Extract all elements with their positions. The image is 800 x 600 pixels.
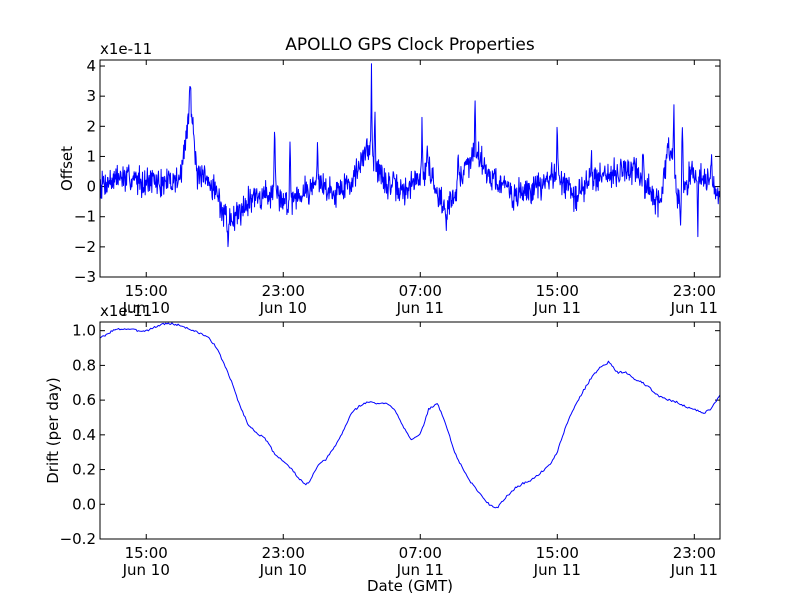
offset-series-line: [100, 63, 720, 248]
drift-series-line: [100, 322, 720, 509]
ytick-label: 4: [86, 57, 96, 75]
xtick-date-label: Jun 11: [396, 561, 444, 579]
ytick-label: 1.0: [72, 322, 96, 340]
xtick-time-label: 23:00: [262, 282, 305, 300]
xtick-date-label: Jun 10: [122, 561, 170, 579]
drift-ylabel: Drift (per day): [44, 377, 62, 484]
xtick-date-label: Jun 10: [122, 299, 170, 317]
ytick-label: 0.6: [72, 391, 96, 409]
xtick-time-label: 07:00: [399, 282, 442, 300]
ytick-label: −2: [74, 238, 96, 256]
drift-axes-frame: [99, 321, 721, 540]
xtick-date-label: Jun 10: [259, 299, 307, 317]
offset-scale-label: x1e-11: [100, 40, 152, 58]
ytick-label: 0.0: [72, 495, 96, 513]
ytick-label: 0.2: [72, 461, 96, 479]
xtick-time-label: 15:00: [536, 544, 579, 562]
ytick-label: 0.8: [72, 356, 96, 374]
xtick-date-label: Jun 11: [670, 299, 718, 317]
xtick-date-label: Jun 11: [396, 299, 444, 317]
xtick-time-label: 23:00: [673, 282, 716, 300]
ytick-label: −3: [74, 268, 96, 286]
xtick-date-label: Jun 10: [259, 561, 307, 579]
xtick-time-label: 15:00: [536, 282, 579, 300]
ytick-label: 0.4: [72, 426, 96, 444]
ytick-label: 1: [86, 147, 96, 165]
x-axis-label: Date (GMT): [367, 577, 453, 595]
ytick-label: 3: [86, 87, 96, 105]
xtick-date-label: Jun 11: [533, 299, 581, 317]
ytick-label: 0: [86, 178, 96, 196]
ytick-label: −1: [74, 208, 96, 226]
xtick-time-label: 23:00: [673, 544, 716, 562]
offset-axes-frame: [99, 59, 721, 278]
xtick-date-label: Jun 11: [533, 561, 581, 579]
offset-ylabel: Offset: [58, 146, 76, 191]
xtick-time-label: 15:00: [125, 282, 168, 300]
xtick-time-label: 15:00: [125, 544, 168, 562]
xtick-date-label: Jun 11: [670, 561, 718, 579]
ytick-label: 2: [86, 117, 96, 135]
drift-scale-label: x1e-11: [100, 302, 152, 320]
chart-title: APOLLO GPS Clock Properties: [285, 35, 535, 55]
ytick-label: −0.2: [60, 530, 96, 548]
xtick-time-label: 23:00: [262, 544, 305, 562]
xtick-time-label: 07:00: [399, 544, 442, 562]
